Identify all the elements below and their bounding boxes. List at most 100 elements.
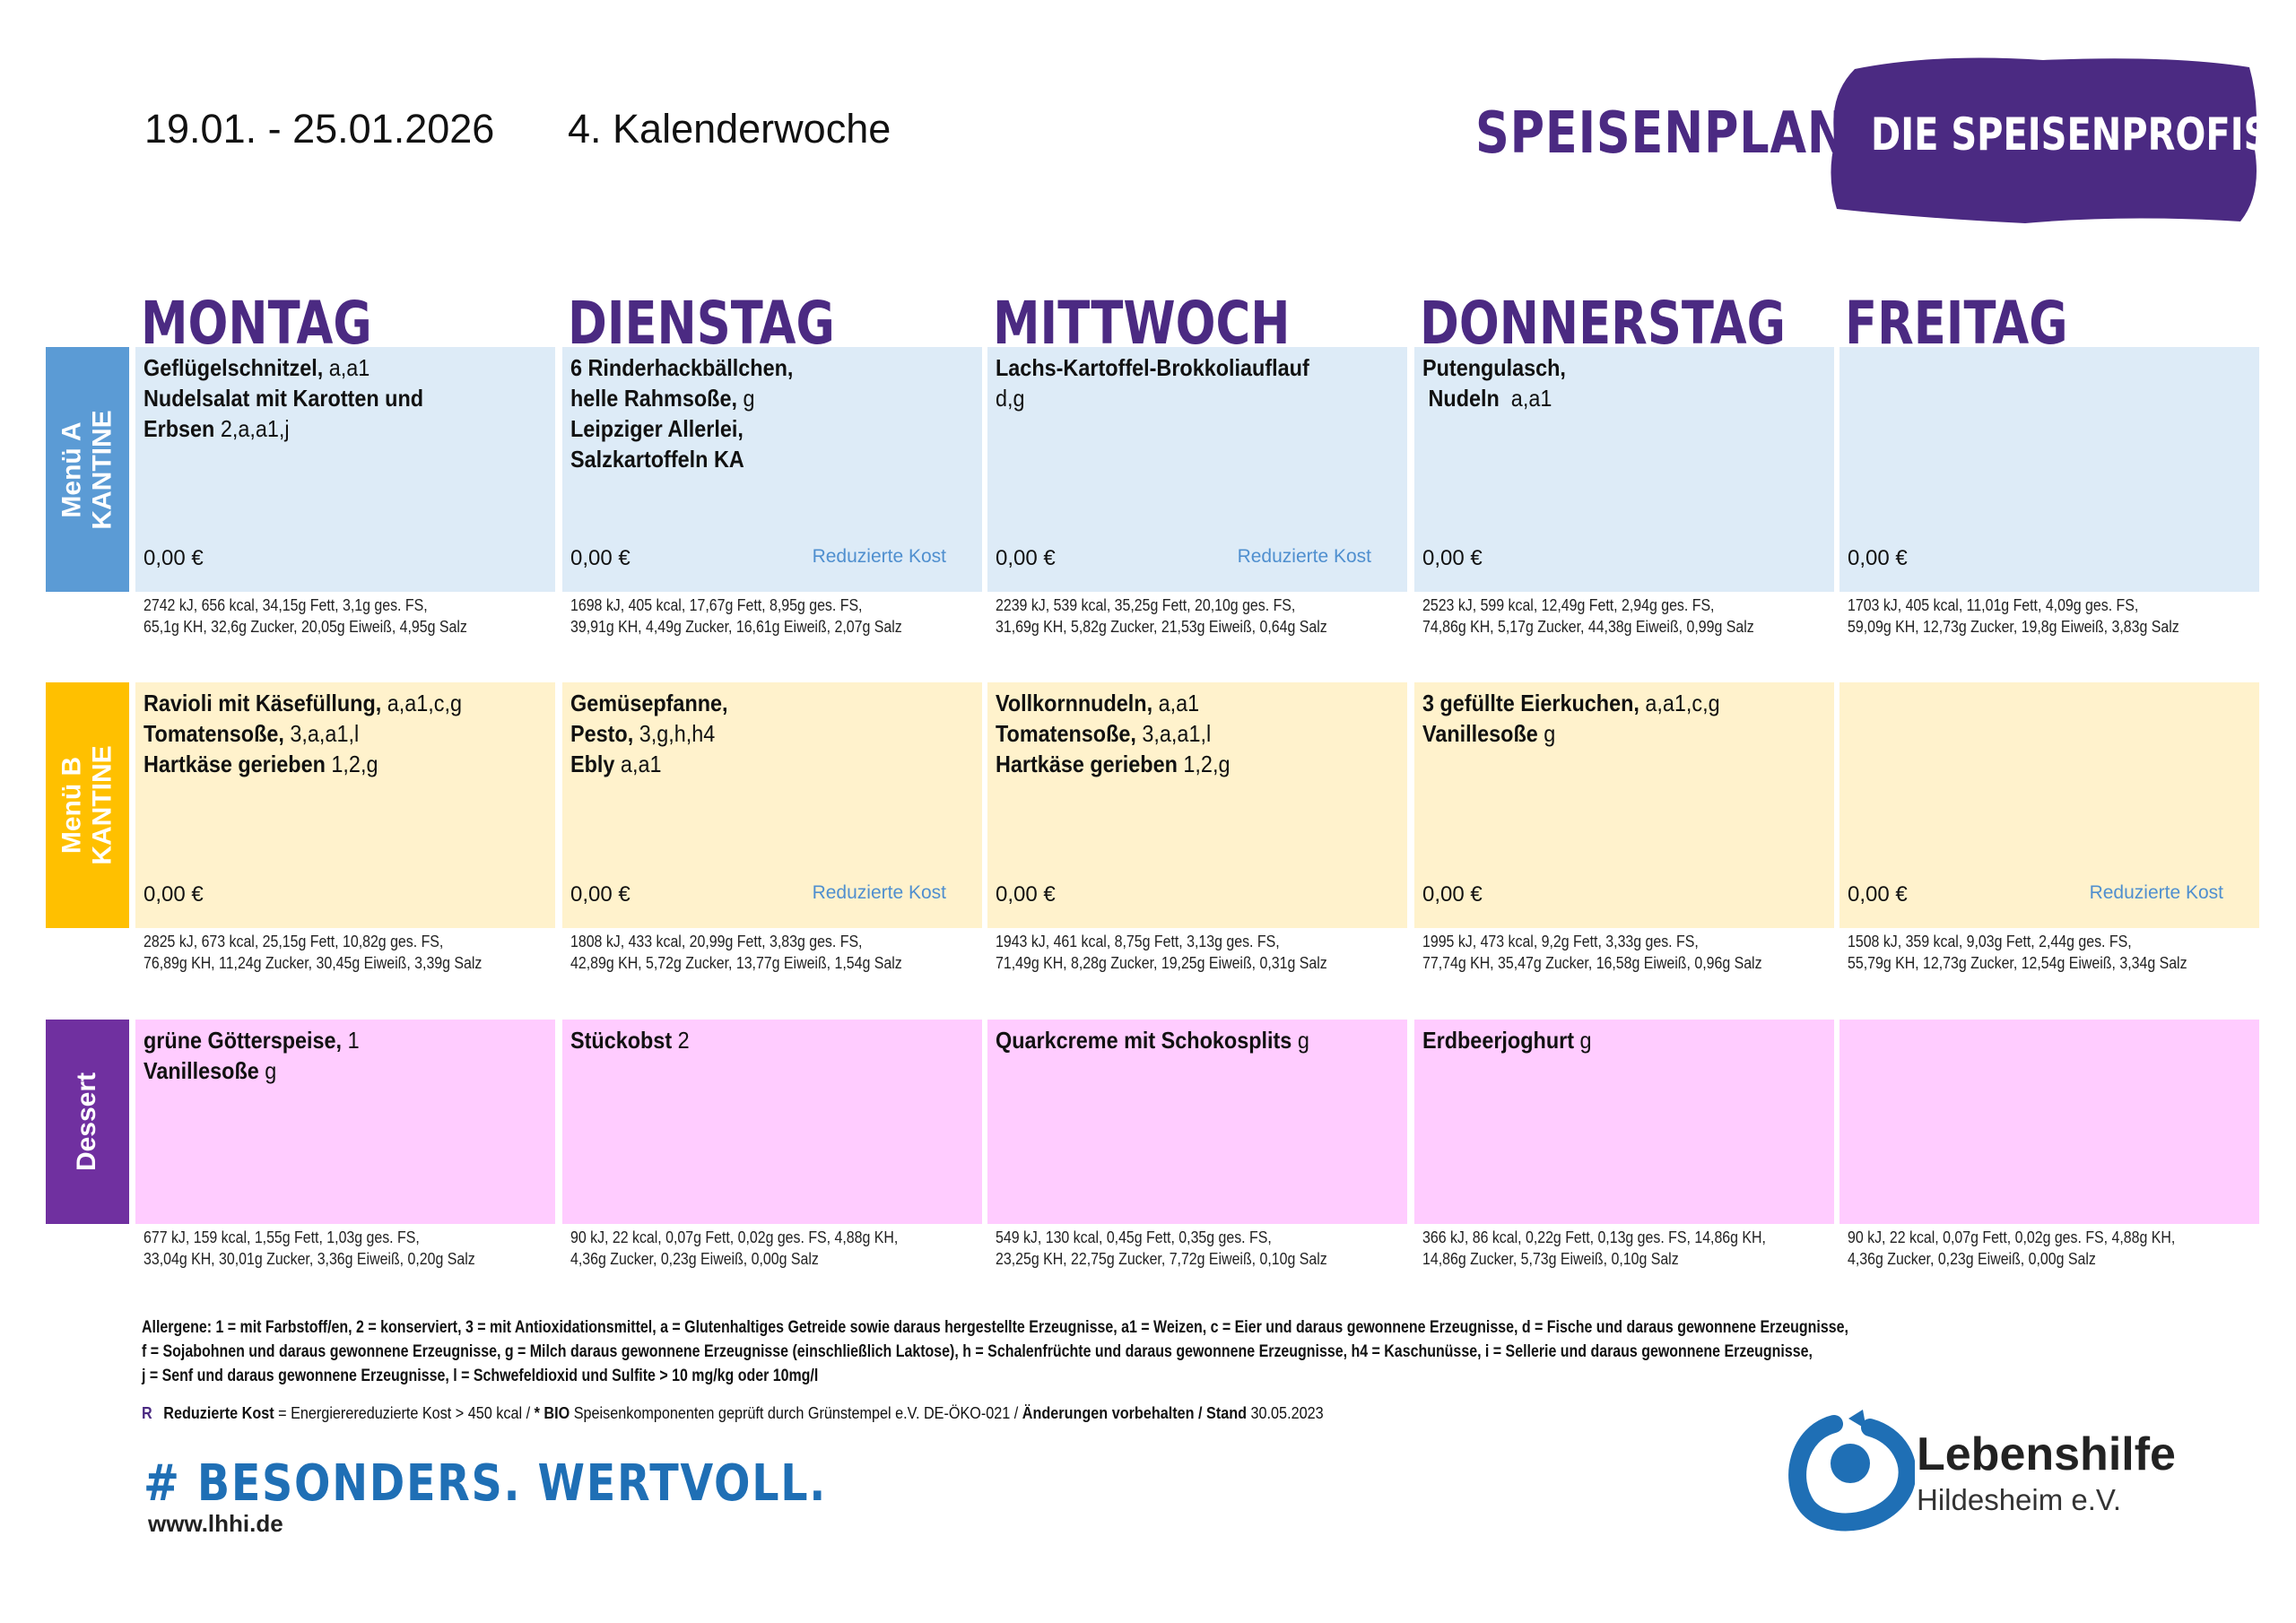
nutrition-line: 23,25g KH, 22,75g Zucker, 7,72g Eiweiß, … (996, 1249, 1327, 1268)
dish-line: Leipziger Allerlei, (570, 413, 934, 444)
nutrition-info: 90 kJ, 22 kcal, 0,07g Fett, 0,02g ges. F… (562, 1227, 982, 1270)
menu-a-cell: Geflügelschnitzel, a,a1 Nudelsalat mit Ka… (135, 347, 555, 592)
price: 0,00 € (570, 882, 631, 907)
menu-a-label: Menü A KANTINE (46, 347, 129, 592)
nutrition-line: 366 kJ, 86 kcal, 0,22g Fett, 0,13g ges. … (1422, 1228, 1766, 1246)
dish-line: Quarkcreme mit Schokosplits g (996, 1025, 1359, 1055)
nutrition-line: 1808 kJ, 433 kcal, 20,99g Fett, 3,83g ge… (570, 932, 863, 950)
dish-name: Stückobst (570, 1027, 673, 1054)
dish-line: Hartkäse gerieben 1,2,g (996, 749, 1359, 779)
day-header-montag: MONTAG (141, 289, 372, 358)
lebenshilfe-logo: Lebenshilfe Hildesheim e.V. (1780, 1408, 2211, 1533)
legend-bio-label: * BIO (534, 1404, 570, 1422)
dish-line: 6 Rinderhackbällchen, (570, 352, 934, 383)
dish-name: Geflügelschnitzel, (144, 354, 324, 381)
nutrition-line: 90 kJ, 22 kcal, 0,07g Fett, 0,02g ges. F… (1848, 1228, 2176, 1246)
nutrition-info: 2742 kJ, 656 kcal, 34,15g Fett, 3,1g ges… (135, 595, 555, 638)
brand-badge: DIE SPEISENPROFIS (1828, 51, 2269, 227)
menu-b-cell: 3 gefüllte Eierkuchen, a,a1,c,g Vanilleso… (1414, 682, 1834, 928)
nutrition-line: 59,09g KH, 12,73g Zucker, 19,8g Eiweiß, … (1848, 617, 2179, 636)
dish-line: Pesto, 3,g,h,h4 (570, 718, 934, 749)
dish-name: Putengulasch, (1422, 354, 1566, 381)
dish-name: Lachs-Kartoffel-Brokkoliauflauf (996, 354, 1309, 381)
dish-line: Salzkartoffeln KA (570, 444, 934, 474)
dish-line: Ravioli mit Käsefüllung, a,a1,c,g (144, 688, 507, 718)
allergen-codes: a,a1 (614, 751, 662, 777)
dish-name: Tomatensoße, (996, 720, 1136, 747)
nutrition-line: 549 kJ, 130 kcal, 0,45g Fett, 0,35g ges.… (996, 1228, 1272, 1246)
price: 0,00 € (570, 546, 631, 570)
nutrition-line: 2825 kJ, 673 kcal, 25,15g Fett, 10,82g g… (144, 932, 444, 950)
dish-name: Gemüsepfanne, (570, 690, 728, 716)
allergen-codes: g (736, 385, 755, 412)
day-header-freitag: FREITAG (1845, 289, 2068, 358)
price: 0,00 € (1848, 882, 1908, 907)
menu-a-cell: Lachs-Kartoffel-Brokkoliauflauf d,g 0,00 €… (987, 347, 1407, 592)
allergen-codes: 1,2,g (325, 751, 378, 777)
nutrition-line: 1703 kJ, 405 kcal, 11,01g Fett, 4,09g ge… (1848, 595, 2139, 614)
dish-line: Gemüsepfanne, (570, 688, 934, 718)
dessert-cell: Quarkcreme mit Schokosplits g (987, 1020, 1407, 1224)
dessert-cell: Erdbeerjoghurt g (1414, 1020, 1834, 1224)
day-header-mittwoch: MITTWOCH (993, 289, 1291, 358)
nutrition-line: 33,04g KH, 30,01g Zucker, 3,36g Eiweiß, … (144, 1249, 475, 1268)
allergen-line: j = Senf und daraus gewonnene Erzeugniss… (142, 1367, 819, 1385)
nutrition-line: 90 kJ, 22 kcal, 0,07g Fett, 0,02g ges. F… (570, 1228, 899, 1246)
nutrition-info: 2239 kJ, 539 kcal, 35,25g Fett, 20,10g g… (987, 595, 1407, 638)
legend-bio-text: Speisenkomponenten geprüft durch Grünste… (570, 1404, 1022, 1422)
nutrition-info: 90 kJ, 22 kcal, 0,07g Fett, 0,02g ges. F… (1839, 1227, 2259, 1270)
nutrition-info: 2825 kJ, 673 kcal, 25,15g Fett, 10,82g g… (135, 931, 555, 974)
nutrition-line: 1995 kJ, 473 kcal, 9,2g Fett, 3,33g ges.… (1422, 932, 1699, 950)
allergen-line: Allergene: 1 = mit Farbstoff/en, 2 = kon… (142, 1318, 1848, 1337)
allergen-codes: 3,a,a1,l (1135, 720, 1212, 747)
dish-name: grüne Götterspeise, (144, 1027, 343, 1054)
menu-b-label: Menü B KANTINE (46, 682, 129, 928)
nutrition-line: 1508 kJ, 359 kcal, 9,03g Fett, 2,44g ges… (1848, 932, 2132, 950)
dish-line: Geflügelschnitzel, a,a1 (144, 352, 507, 383)
dish-name: Ebly (570, 751, 615, 777)
day-header-donnerstag: DONNERSTAG (1420, 289, 1786, 358)
legend-changes-label: Änderungen vorbehalten / Stand (1022, 1404, 1248, 1422)
dish-line: Erbsen 2,a,a1,j (144, 413, 507, 444)
row-label-line: Menü B (57, 756, 87, 855)
dish-name: Nudeln (1422, 385, 1500, 412)
nutrition-line: 677 kJ, 159 kcal, 1,55g Fett, 1,03g ges.… (144, 1228, 420, 1246)
logo-subtitle: Hildesheim e.V. (1917, 1483, 2122, 1516)
date-range: 19.01. - 25.01.2026 (144, 106, 495, 152)
dish-line: Lachs-Kartoffel-Brokkoliauflauf (996, 352, 1359, 383)
allergen-codes: 2,a,a1,j (214, 415, 290, 442)
dessert-label: Dessert (46, 1020, 129, 1224)
dish-line: Stückobst 2 (570, 1025, 934, 1055)
nutrition-info: 549 kJ, 130 kcal, 0,45g Fett, 0,35g ges.… (987, 1227, 1407, 1270)
dessert-cell: grüne Götterspeise, 1 Vanillesoße g (135, 1020, 555, 1224)
price: 0,00 € (1422, 546, 1483, 570)
nutrition-line: 77,74g KH, 35,47g Zucker, 16,58g Eiweiß,… (1422, 953, 1762, 972)
website-link[interactable]: www.lhhi.de (148, 1510, 283, 1537)
dish-name: Vollkornnudeln, (996, 690, 1153, 716)
dish-name: Erbsen (144, 415, 215, 442)
nutrition-line: 65,1g KH, 32,6g Zucker, 20,05g Eiweiß, 4… (144, 617, 467, 636)
dish-line: Vollkornnudeln, a,a1 (996, 688, 1359, 718)
menu-a-cell: Putengulasch, Nudeln a,a1 0,00 € (1414, 347, 1834, 592)
reduced-diet-tag: Reduzierte Kost (812, 882, 946, 903)
allergen-codes: 3,a,a1,l (283, 720, 360, 747)
menu-b-cell: Ravioli mit Käsefüllung, a,a1,c,g Tomaten… (135, 682, 555, 928)
allergen-codes: 3,g,h,h4 (633, 720, 716, 747)
allergen-codes: a,a1 (1152, 690, 1200, 716)
dish-name: Salzkartoffeln KA (570, 446, 744, 473)
legend-reduced-label: Reduzierte Kost (163, 1404, 274, 1422)
legend-marker: R (142, 1404, 152, 1422)
nutrition-line: 71,49g KH, 8,28g Zucker, 19,25g Eiweiß, … (996, 953, 1327, 972)
reduced-legend: R Reduzierte Kost = Energierereduzierte K… (142, 1404, 1324, 1423)
allergen-codes: g (1537, 720, 1556, 747)
dish-line: Nudelsalat mit Karotten und (144, 383, 507, 413)
dish-name: Tomatensoße, (144, 720, 284, 747)
allergen-codes: a,a1 (323, 354, 370, 381)
price: 0,00 € (996, 882, 1056, 907)
dish-line: helle Rahmsoße, g (570, 383, 934, 413)
nutrition-info: 1508 kJ, 359 kcal, 9,03g Fett, 2,44g ges… (1839, 931, 2259, 974)
dish-line: Putengulasch, (1422, 352, 1786, 383)
nutrition-line: 55,79g KH, 12,73g Zucker, 12,54g Eiweiß,… (1848, 953, 2187, 972)
nutrition-info: 1698 kJ, 405 kcal, 17,67g Fett, 8,95g ge… (562, 595, 982, 638)
allergen-line: f = Sojabohnen und daraus gewonnene Erze… (142, 1342, 1813, 1361)
